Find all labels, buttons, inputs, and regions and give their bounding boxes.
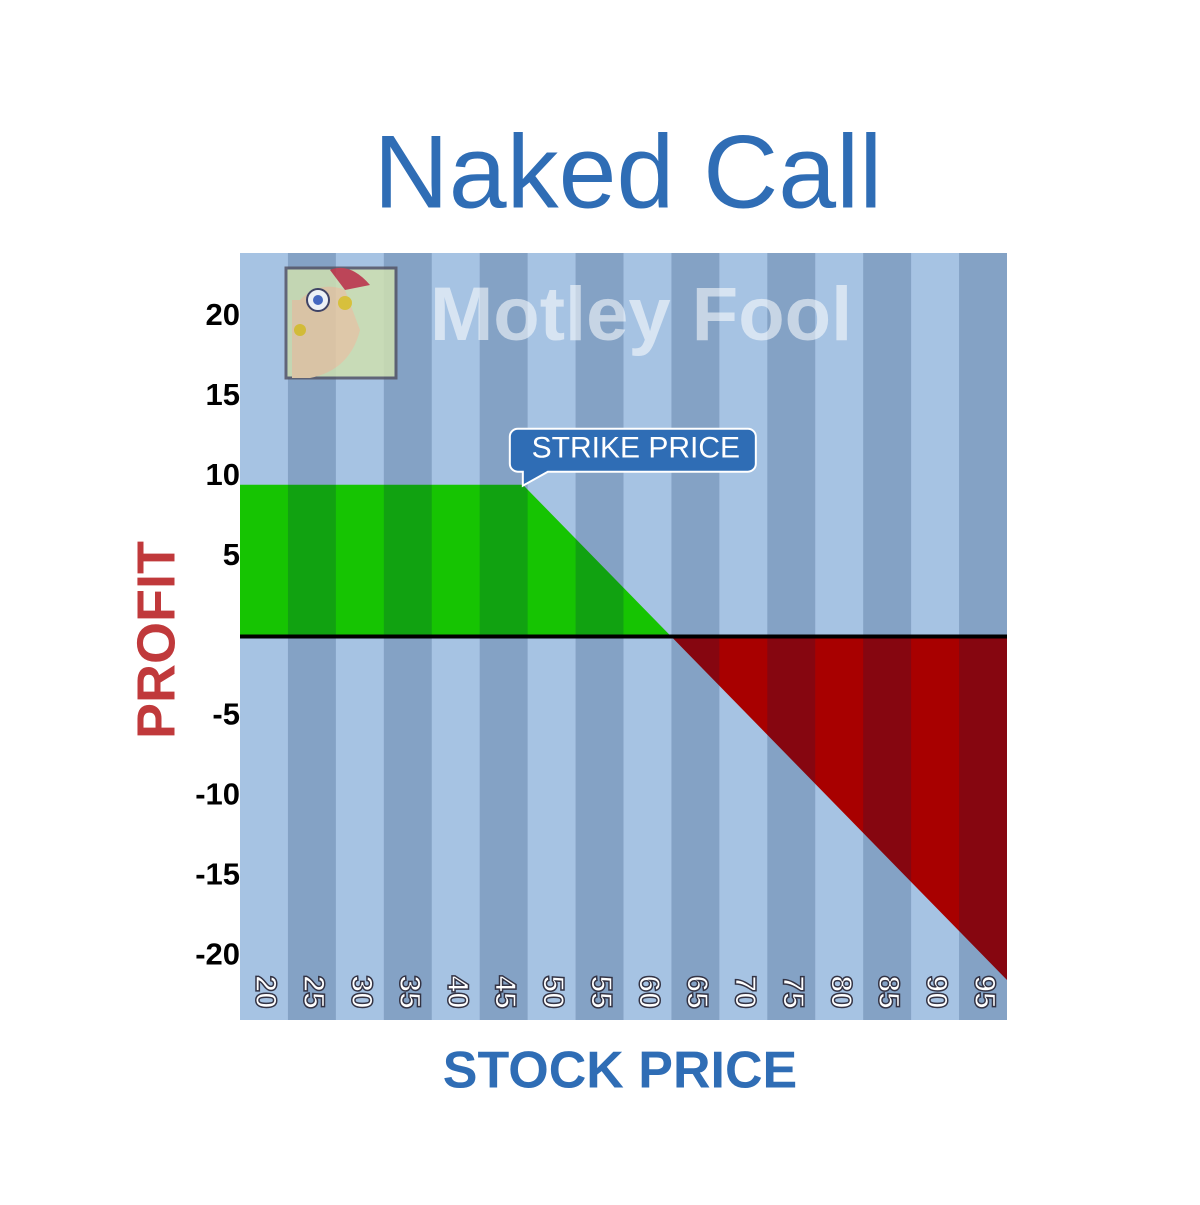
y-tick-label: 5 bbox=[223, 537, 240, 572]
x-tick-label: 30 bbox=[345, 975, 378, 1008]
profit-area bbox=[240, 484, 1007, 637]
x-tick-label: 70 bbox=[728, 975, 761, 1008]
y-tick-label: -10 bbox=[195, 776, 240, 811]
logo-hat bbox=[330, 267, 370, 290]
x-tick-label: 50 bbox=[537, 975, 570, 1008]
x-tick-label: 25 bbox=[297, 975, 330, 1008]
x-tick-label: 60 bbox=[633, 975, 666, 1008]
y-axis-label: PROFIT bbox=[126, 541, 186, 739]
y-tick-label: 10 bbox=[206, 457, 240, 492]
loss-area bbox=[240, 636, 1007, 981]
y-tick-label: -5 bbox=[212, 697, 240, 732]
logo-bell bbox=[294, 324, 306, 336]
logo bbox=[284, 266, 398, 380]
plot-area: 20 25 30 35 40 45 50 55 60 65 70 75 80 85 90 95 bbox=[240, 253, 1007, 1020]
annotation: STRIKE PRICE bbox=[532, 432, 740, 465]
y-tick-label: -20 bbox=[195, 936, 240, 971]
x-tick-label: 40 bbox=[441, 975, 474, 1008]
x-tick-label: 35 bbox=[393, 975, 426, 1008]
logo-pupil bbox=[313, 295, 323, 305]
x-tick-label: 95 bbox=[968, 975, 1001, 1008]
y-tick-label: 15 bbox=[206, 377, 240, 412]
x-axis-label: STOCK PRICE bbox=[443, 1042, 797, 1100]
watermark: Motley Fool bbox=[430, 272, 852, 357]
logo-bell bbox=[338, 296, 352, 310]
annotation-callout bbox=[508, 427, 757, 488]
chart-title: Naked Call bbox=[374, 114, 883, 230]
x-tick-label: 85 bbox=[872, 975, 905, 1008]
x-tick-label: 55 bbox=[585, 975, 618, 1008]
x-tick-label: 65 bbox=[680, 975, 713, 1008]
x-tick-label: 90 bbox=[920, 975, 953, 1008]
x-tick-label: 80 bbox=[824, 975, 857, 1008]
y-tick-label: -15 bbox=[195, 856, 240, 891]
x-tick-label: 45 bbox=[489, 975, 522, 1008]
x-tick-label: 20 bbox=[249, 975, 282, 1008]
y-tick-label: 20 bbox=[206, 297, 240, 332]
x-tick-label: 75 bbox=[776, 975, 809, 1008]
